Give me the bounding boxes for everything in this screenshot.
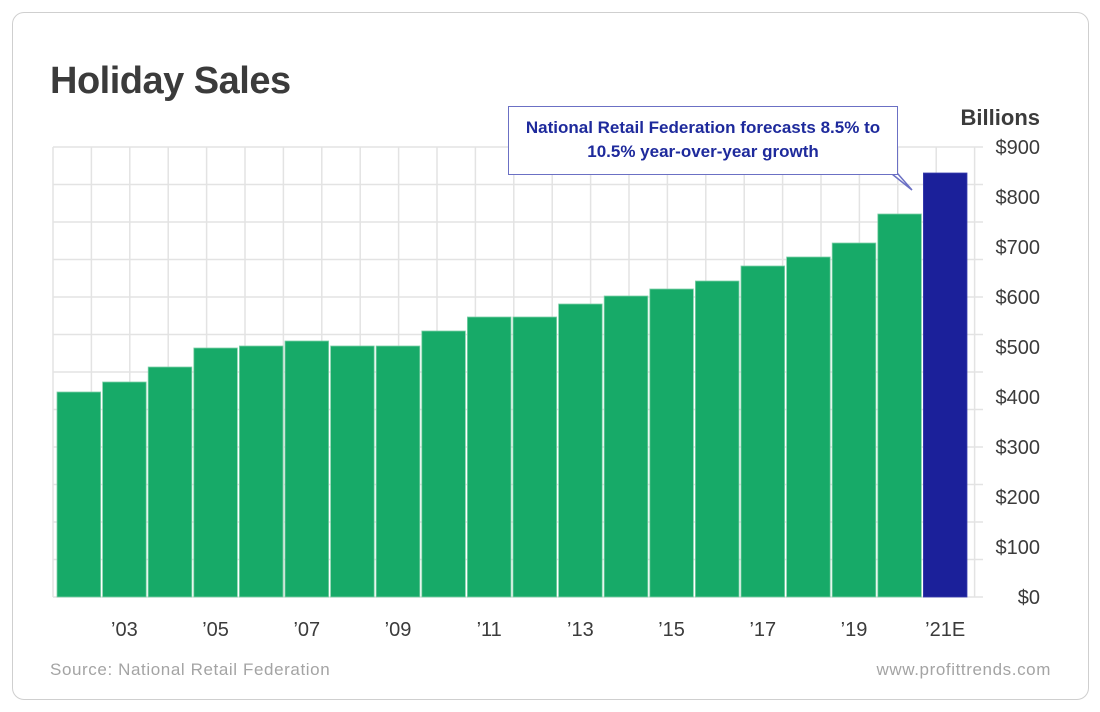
bar	[421, 330, 466, 598]
bar	[512, 316, 557, 598]
bar	[147, 366, 193, 598]
forecast-annotation: National Retail Federation forecasts 8.5…	[508, 106, 898, 175]
y-tick-label: $400	[996, 387, 1041, 409]
chart-card	[12, 12, 1089, 700]
y-tick-label: $800	[996, 187, 1041, 209]
x-tick-label: ’21E	[925, 619, 965, 641]
bar	[375, 345, 421, 598]
y-tick-label: $900	[996, 137, 1041, 159]
bar	[466, 316, 512, 598]
x-tick-label: ’03	[111, 619, 138, 641]
bar	[330, 345, 375, 598]
x-tick-label: ’17	[749, 619, 776, 641]
y-tick-label: $300	[996, 437, 1041, 459]
y-tick-label: $500	[996, 337, 1041, 359]
x-tick-label: ’19	[841, 619, 868, 641]
website-credit: www.profittrends.com	[876, 660, 1051, 679]
y-tick-label: $700	[996, 237, 1041, 259]
bar	[877, 213, 922, 598]
bar-estimate	[923, 172, 968, 598]
bar	[102, 381, 147, 598]
x-tick-label: ’11	[477, 619, 502, 641]
bar	[193, 347, 238, 598]
bar	[740, 265, 785, 598]
x-tick-label: ’15	[658, 619, 685, 641]
x-tick-label: ’13	[567, 619, 594, 641]
x-tick-label: ’07	[293, 619, 320, 641]
bar	[786, 256, 831, 598]
y-axis-unit-label: Billions	[960, 105, 1040, 130]
bar	[56, 391, 101, 598]
y-tick-label: $100	[996, 537, 1041, 559]
x-tick-label: ’05	[202, 619, 229, 641]
chart-title: Holiday Sales	[50, 60, 291, 102]
source-note: Source: National Retail Federation	[50, 660, 331, 679]
bar	[831, 242, 877, 598]
bar	[238, 345, 284, 598]
bar	[649, 288, 694, 598]
bar	[603, 295, 649, 598]
y-tick-label: $600	[996, 287, 1041, 309]
bar	[558, 303, 603, 598]
x-tick-label: ’09	[385, 619, 412, 641]
bar	[695, 280, 740, 598]
y-tick-label: $200	[996, 487, 1041, 509]
y-tick-label: $0	[1018, 587, 1040, 609]
bar	[284, 340, 329, 598]
annotation-pointer	[889, 173, 913, 191]
